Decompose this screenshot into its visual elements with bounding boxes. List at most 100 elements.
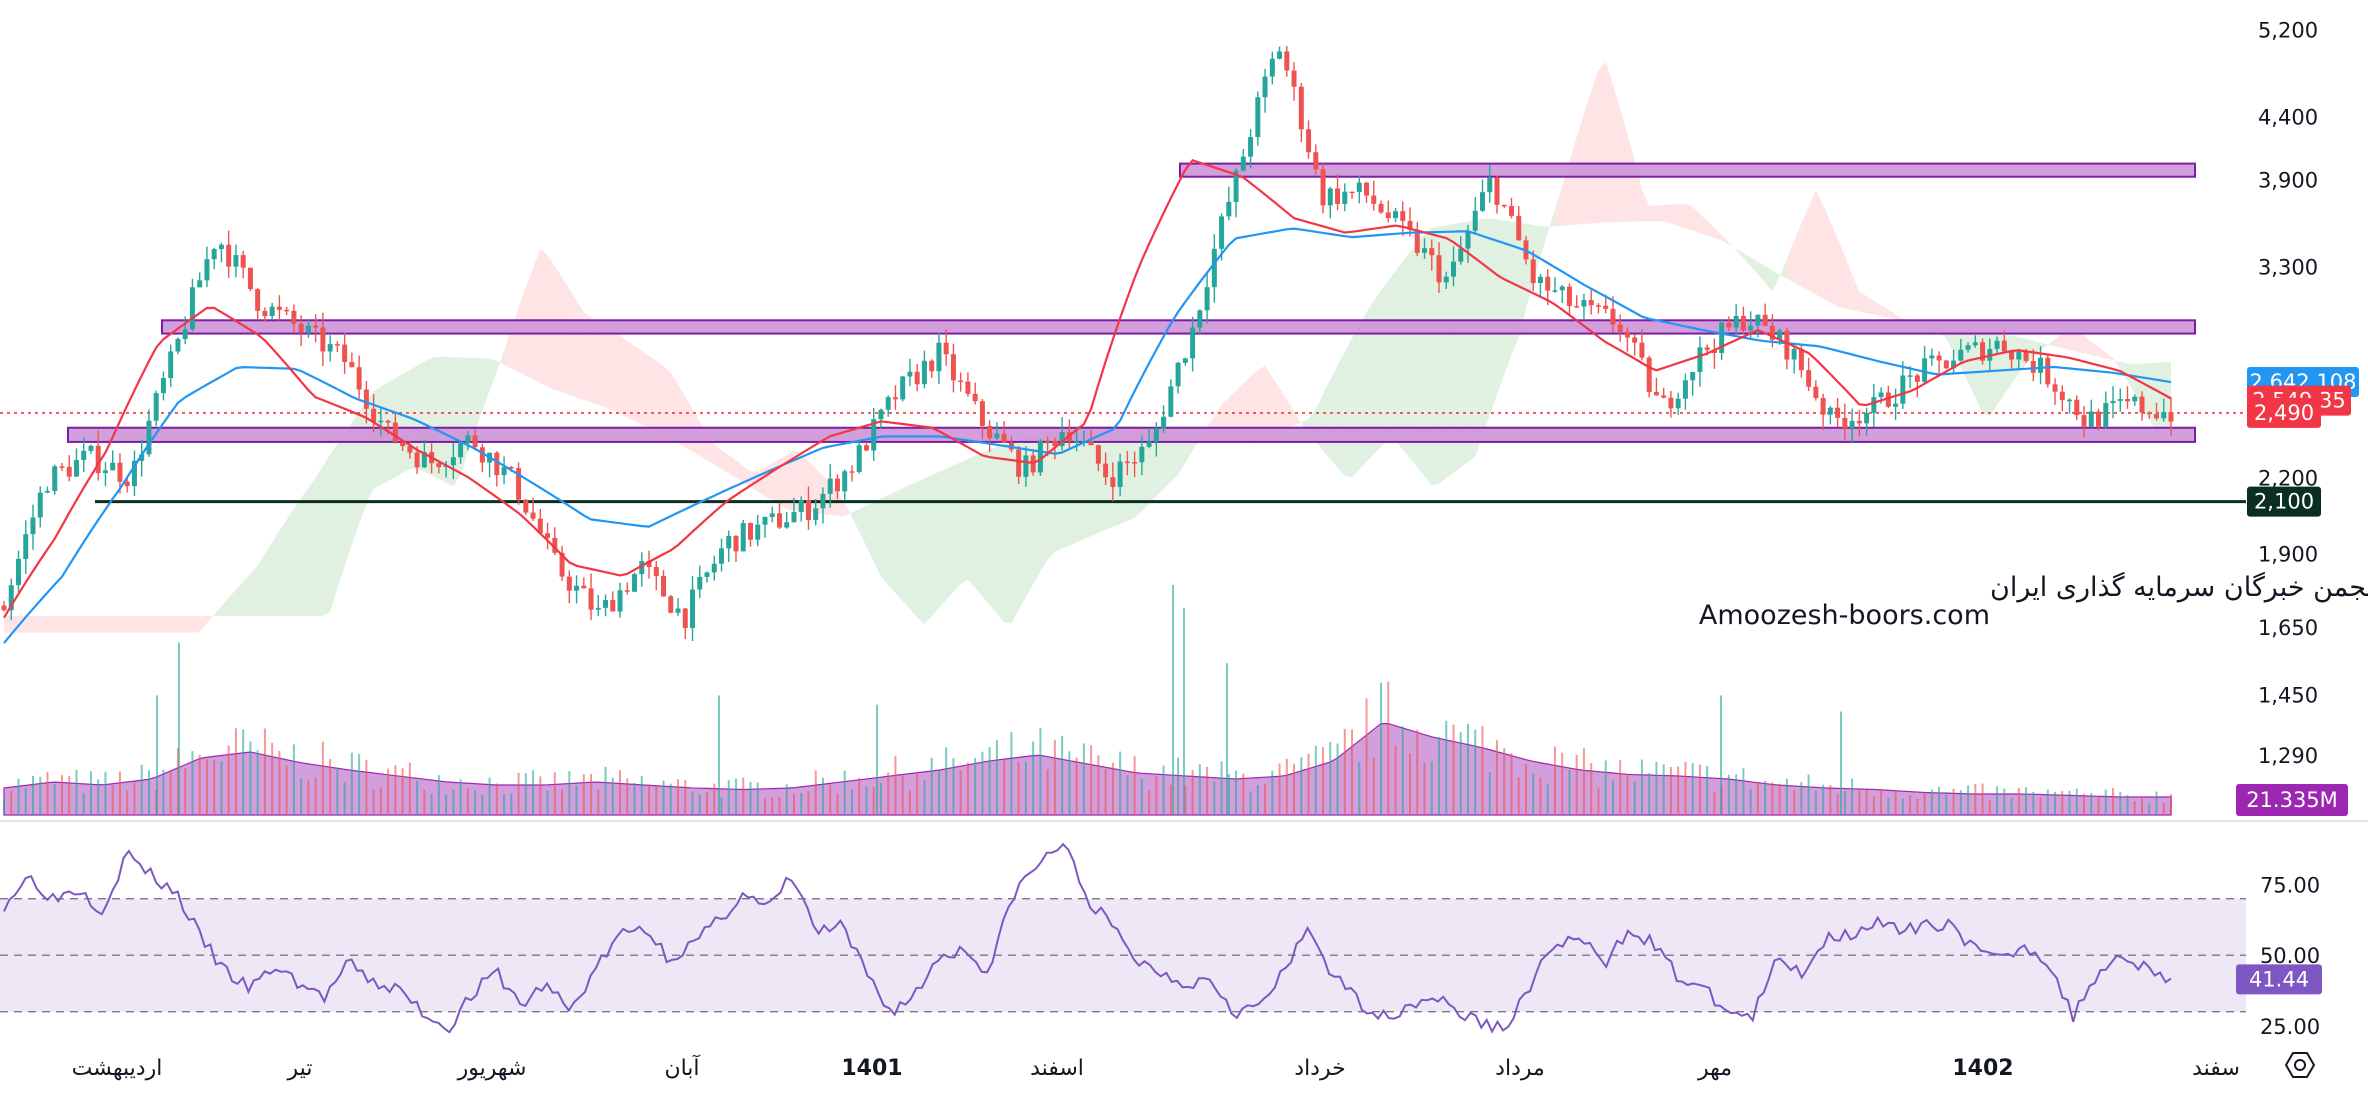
- candle-body: [805, 500, 811, 520]
- date-axis[interactable]: اردیبهشت تیر شهریور آبان 1401 اسفند خرداد مرداد…: [72, 1054, 2240, 1081]
- candle-body: [305, 325, 311, 333]
- candle-body: [1291, 70, 1297, 87]
- cloud-segment: [1554, 186, 1563, 227]
- volume-bar: [1380, 682, 1383, 815]
- cloud-segment: [656, 360, 664, 436]
- cloud-segment: [83, 615, 91, 633]
- cloud-segment: [2134, 363, 2143, 407]
- cloud-segment: [1707, 220, 1715, 238]
- candle-body: [1806, 370, 1812, 387]
- cloud-segment: [301, 487, 309, 616]
- candle-body: [1103, 463, 1109, 478]
- volume-bar: [1155, 775, 1158, 815]
- candle-body: [1465, 230, 1471, 249]
- volume-bar: [1872, 796, 1875, 815]
- cloud-segment: [895, 488, 903, 602]
- cloud-segment: [1612, 84, 1621, 223]
- volume-bar: [198, 754, 201, 815]
- candle-body: [1001, 433, 1007, 443]
- volume-bar: [416, 780, 419, 815]
- volume-bar: [1409, 753, 1412, 815]
- cloud-segment: [235, 581, 244, 616]
- cloud-segment: [1105, 426, 1113, 530]
- cloud-segment: [1504, 220, 1512, 375]
- cloud-segment: [1692, 207, 1700, 234]
- cloud-segment: [1127, 426, 1135, 521]
- volume-bar: [1003, 759, 1006, 815]
- candle-body: [255, 289, 261, 311]
- volume-bar: [1822, 784, 1825, 815]
- volume-bar: [2032, 791, 2035, 815]
- volume-bar: [1749, 788, 1752, 815]
- volume-bar: [1017, 761, 1020, 815]
- volume-bar: [1662, 764, 1665, 815]
- price-tick-label: 3,300: [2258, 255, 2318, 279]
- candle-body: [59, 466, 65, 468]
- cloud-segment: [148, 615, 157, 633]
- rsi-axis[interactable]: 75.00 50.00 25.00: [2260, 874, 2320, 1039]
- volume-bar: [1981, 783, 1984, 815]
- candle-body: [1682, 380, 1688, 399]
- volume-bar: [1445, 720, 1448, 815]
- cloud-segment: [192, 615, 200, 633]
- cloud-segment: [735, 460, 744, 483]
- candle-body: [1422, 248, 1428, 253]
- candle-body: [1443, 276, 1449, 283]
- resistance-zones[interactable]: [67, 162, 2196, 443]
- candle-body: [1856, 420, 1862, 424]
- cloud-segment: [1794, 223, 1802, 287]
- candle-body: [1400, 211, 1406, 221]
- cloud-segment: [1583, 91, 1592, 224]
- volume-spike: [1172, 585, 1174, 815]
- volume-bar: [1032, 741, 1035, 815]
- cloud-segment: [424, 357, 432, 476]
- cloud-segment: [257, 553, 265, 616]
- settings-icon[interactable]: [2284, 1052, 2316, 1078]
- volume-bar: [1169, 784, 1172, 815]
- candle-body: [1769, 325, 1775, 340]
- cloud-segment: [1047, 430, 1055, 560]
- volume-bar: [908, 790, 911, 815]
- cloud-segment: [1344, 338, 1353, 478]
- candle-body: [81, 450, 87, 460]
- candle-body: [1248, 136, 1254, 157]
- volume-bar: [2068, 790, 2071, 815]
- candle-body: [1885, 392, 1891, 407]
- rsi-tick-label: 75.00: [2260, 874, 2320, 898]
- cloud-segment: [221, 597, 229, 616]
- date-label: اردیبهشت: [72, 1056, 163, 1081]
- volume-bar: [358, 753, 361, 815]
- candle-body: [2081, 415, 2087, 427]
- volume-bar: [1887, 798, 1890, 815]
- cloud-segment: [1569, 136, 1577, 226]
- price-axis[interactable]: 5,200 4,400 3,900 3,300 2,200 1,900 1,650 1,450…: [2258, 19, 2318, 769]
- volume-bar: [1764, 780, 1767, 815]
- candle-body: [110, 462, 116, 471]
- volume-bar: [937, 770, 940, 815]
- volume-bar: [1945, 792, 1948, 815]
- cloud-segment: [214, 606, 222, 616]
- volume-bar: [1756, 782, 1759, 815]
- volume-bar: [1111, 762, 1114, 815]
- candle-body: [1624, 331, 1630, 338]
- candle-body: [342, 344, 348, 362]
- candle-body: [1226, 201, 1232, 217]
- candle-body: [834, 478, 840, 492]
- date-label: شهریور: [457, 1056, 527, 1081]
- volume-bar: [466, 788, 469, 815]
- cloud-segment: [1417, 233, 1425, 477]
- candle-body: [1407, 220, 1413, 230]
- volume-bar: [850, 789, 853, 815]
- candle-body: [226, 244, 232, 267]
- candle-body: [421, 452, 427, 468]
- candle-body: [1095, 445, 1101, 464]
- volume-bar: [887, 772, 890, 815]
- candle-body: [95, 445, 101, 474]
- volume-bar: [292, 744, 295, 815]
- cloud-segment: [2076, 330, 2085, 354]
- volume-bar: [1510, 753, 1513, 815]
- volume-bar: [713, 783, 716, 815]
- volume-bar: [1126, 775, 1129, 815]
- cloud-segment: [1598, 61, 1606, 223]
